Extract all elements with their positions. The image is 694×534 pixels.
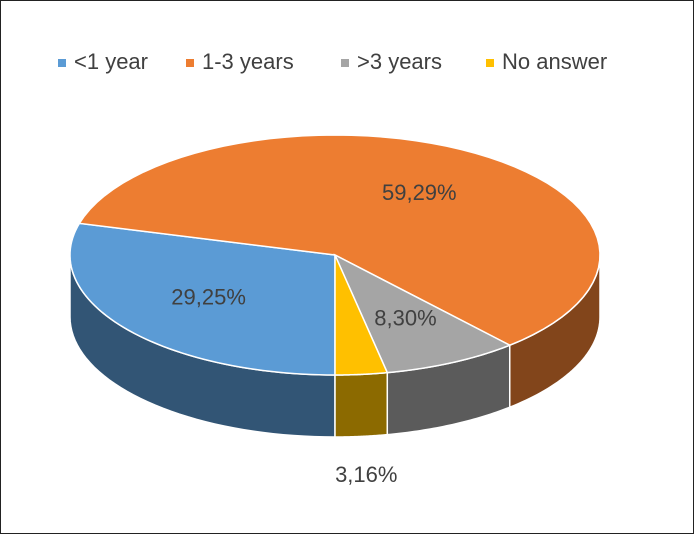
legend-label: No answer	[502, 49, 607, 74]
slice	[333, 253, 512, 374]
data-label: 29,25%	[171, 284, 246, 309]
legend-swatch	[486, 59, 494, 67]
legend-label: >3 years	[357, 49, 442, 74]
slice	[69, 222, 336, 376]
slice	[334, 254, 389, 376]
data-label: 59,29%	[382, 180, 457, 205]
legend-label: <1 year	[74, 49, 148, 74]
legend-swatch	[58, 59, 66, 67]
slice-side	[334, 371, 389, 438]
legend-label: 1-3 years	[202, 49, 294, 74]
data-label: 3,16%	[335, 462, 397, 487]
data-label: 8,30%	[374, 305, 436, 330]
legend-swatch	[341, 59, 349, 67]
slice	[78, 134, 601, 347]
legend-swatch	[186, 59, 194, 67]
